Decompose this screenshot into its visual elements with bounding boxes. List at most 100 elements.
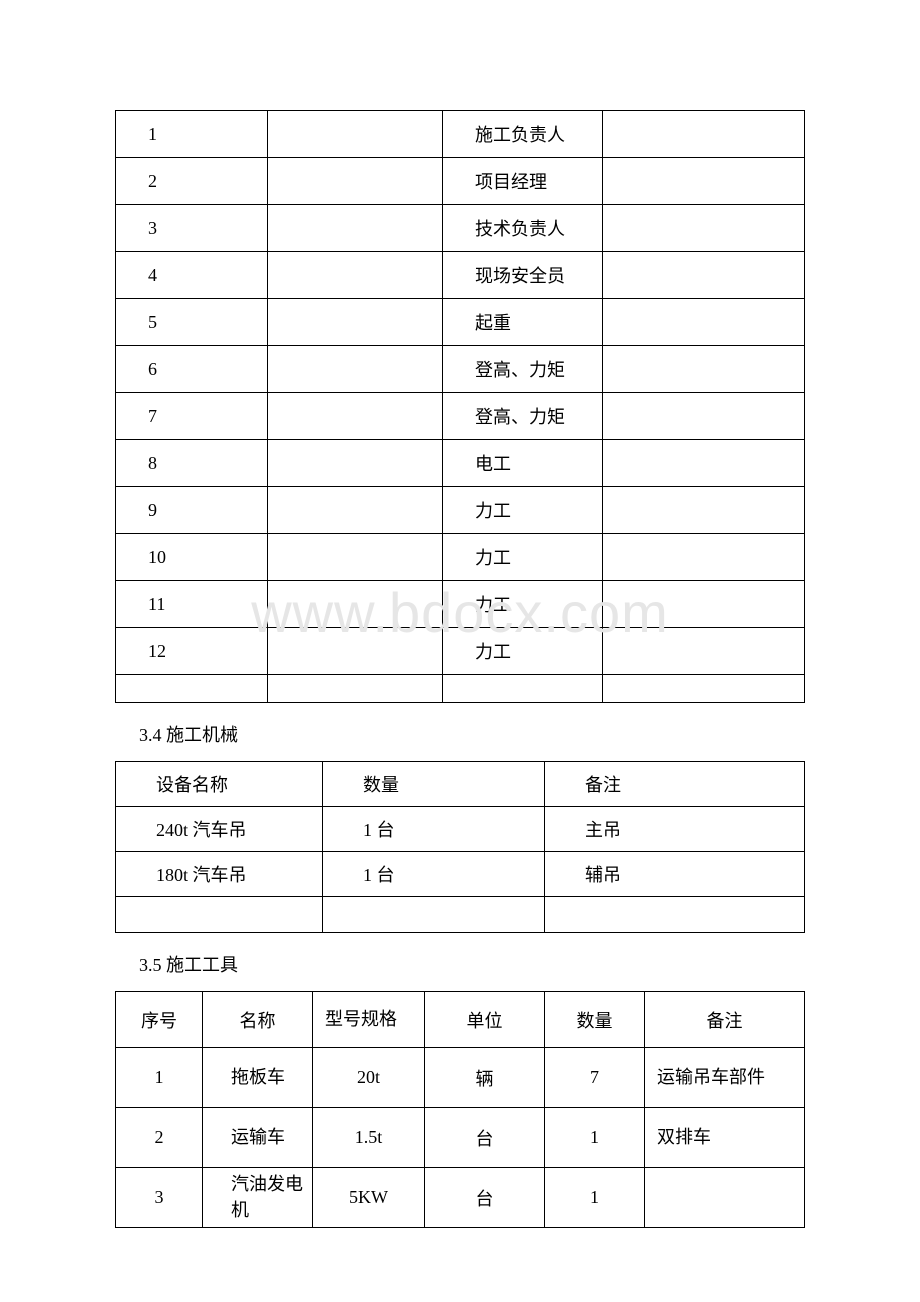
table-header-row: 设备名称 数量 备注: [116, 762, 805, 807]
cell-name: 240t 汽车吊: [116, 807, 323, 852]
table-row-empty: [116, 675, 805, 703]
table-row: 11 力工: [116, 581, 805, 628]
cell-unit: 台: [425, 1108, 545, 1168]
cell-name: [268, 440, 443, 487]
cell-role: 技术负责人: [443, 205, 603, 252]
cell-num: 4: [116, 252, 268, 299]
table-row: 9 力工: [116, 487, 805, 534]
cell-qty: 7: [545, 1048, 645, 1108]
cell-name: [268, 628, 443, 675]
cell-num: 3: [116, 205, 268, 252]
cell-name: 运输车: [203, 1108, 313, 1168]
cell-remark: 辅吊: [545, 852, 805, 897]
cell-num: 1: [116, 111, 268, 158]
cell-role: 项目经理: [443, 158, 603, 205]
table-row: 1 施工负责人: [116, 111, 805, 158]
cell-remark: [603, 158, 805, 205]
table-row: 6 登高、力矩: [116, 346, 805, 393]
cell-remark: [603, 534, 805, 581]
cell-role: 力工: [443, 534, 603, 581]
section-heading-34: 3.4 施工机械: [139, 721, 805, 747]
cell-spec: 20t: [313, 1048, 425, 1108]
cell-num: 9: [116, 487, 268, 534]
personnel-table: 1 施工负责人 2 项目经理 3 技术负责人 4 现场安全员: [115, 110, 805, 703]
cell-unit: 辆: [425, 1048, 545, 1108]
table-row-empty: [116, 897, 805, 933]
cell-remark: [603, 393, 805, 440]
cell-remark: [603, 205, 805, 252]
table-row: 180t 汽车吊 1 台 辅吊: [116, 852, 805, 897]
cell-name: [268, 205, 443, 252]
cell-spec: 1.5t: [313, 1108, 425, 1168]
cell-empty: [268, 675, 443, 703]
table-row: 5 起重: [116, 299, 805, 346]
cell-remark: [603, 111, 805, 158]
table-row: 10 力工: [116, 534, 805, 581]
cell-remark: [603, 346, 805, 393]
cell-qty: 1: [545, 1168, 645, 1228]
table-row: 2 项目经理: [116, 158, 805, 205]
cell-remark: 双排车: [645, 1108, 805, 1168]
section-heading-35: 3.5 施工工具: [139, 951, 805, 977]
cell-role: 起重: [443, 299, 603, 346]
cell-role: 电工: [443, 440, 603, 487]
cell-role: 力工: [443, 581, 603, 628]
cell-qty: 1: [545, 1108, 645, 1168]
header-qty: 数量: [545, 992, 645, 1048]
cell-num: 7: [116, 393, 268, 440]
cell-num: 3: [116, 1168, 203, 1228]
cell-qty: 1 台: [323, 852, 545, 897]
cell-remark: 主吊: [545, 807, 805, 852]
cell-remark: [603, 581, 805, 628]
cell-name: [268, 252, 443, 299]
cell-role: 登高、力矩: [443, 393, 603, 440]
cell-num: 10: [116, 534, 268, 581]
cell-role: 登高、力矩: [443, 346, 603, 393]
cell-spec: 5KW: [313, 1168, 425, 1228]
cell-name: 汽油发电机: [203, 1168, 313, 1228]
cell-num: 2: [116, 1108, 203, 1168]
table-row: 3 汽油发电机 5KW 台 1: [116, 1168, 805, 1228]
table-row: 240t 汽车吊 1 台 主吊: [116, 807, 805, 852]
cell-name: [268, 487, 443, 534]
cell-num: 1: [116, 1048, 203, 1108]
cell-remark: 运输吊车部件: [645, 1048, 805, 1108]
cell-role: 现场安全员: [443, 252, 603, 299]
cell-name: [268, 581, 443, 628]
cell-qty: 1 台: [323, 807, 545, 852]
header-spec: 型号规格: [313, 992, 425, 1048]
cell-remark: [603, 440, 805, 487]
cell-name: [268, 111, 443, 158]
cell-remark: [603, 487, 805, 534]
cell-empty: [443, 675, 603, 703]
cell-empty: [116, 897, 323, 933]
cell-name: [268, 299, 443, 346]
table-row: 4 现场安全员: [116, 252, 805, 299]
header-remark: 备注: [545, 762, 805, 807]
cell-name: 180t 汽车吊: [116, 852, 323, 897]
header-name: 名称: [203, 992, 313, 1048]
cell-remark: [603, 628, 805, 675]
tools-table: 序号 名称 型号规格 单位 数量 备注 1 拖板车 20t 辆 7 运输吊车部件…: [115, 991, 805, 1228]
cell-remark: [603, 252, 805, 299]
header-qty: 数量: [323, 762, 545, 807]
cell-empty: [603, 675, 805, 703]
table-row: 1 拖板车 20t 辆 7 运输吊车部件: [116, 1048, 805, 1108]
header-name: 设备名称: [116, 762, 323, 807]
cell-num: 12: [116, 628, 268, 675]
cell-num: 11: [116, 581, 268, 628]
cell-empty: [545, 897, 805, 933]
table-header-row: 序号 名称 型号规格 单位 数量 备注: [116, 992, 805, 1048]
cell-name: [268, 393, 443, 440]
header-unit: 单位: [425, 992, 545, 1048]
cell-role: 力工: [443, 487, 603, 534]
cell-num: 2: [116, 158, 268, 205]
cell-name: [268, 346, 443, 393]
cell-num: 5: [116, 299, 268, 346]
cell-unit: 台: [425, 1168, 545, 1228]
cell-name: 拖板车: [203, 1048, 313, 1108]
cell-empty: [323, 897, 545, 933]
cell-remark: [603, 299, 805, 346]
page-content: 1 施工负责人 2 项目经理 3 技术负责人 4 现场安全员: [0, 0, 920, 1228]
cell-empty: [116, 675, 268, 703]
